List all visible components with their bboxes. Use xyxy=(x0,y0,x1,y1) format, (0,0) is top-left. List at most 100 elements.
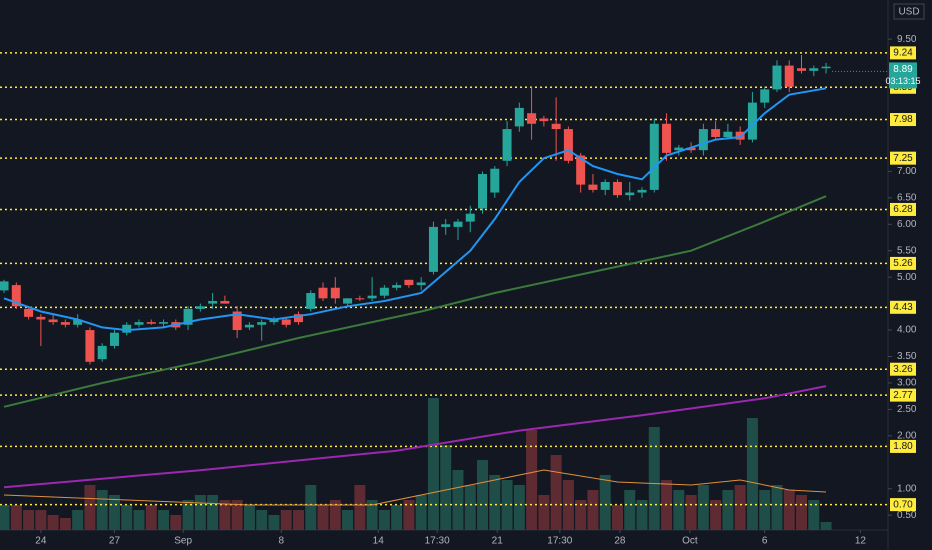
candle-body xyxy=(343,298,353,304)
volume-bar xyxy=(292,510,304,530)
candle-body xyxy=(330,287,340,299)
volume-bar xyxy=(47,515,59,530)
x-tick-label: 17:30 xyxy=(547,536,572,547)
candle-body xyxy=(784,65,794,87)
candle-body xyxy=(747,102,757,140)
candle-body xyxy=(122,324,132,333)
volume-bar xyxy=(796,495,808,530)
candle-body xyxy=(85,330,95,362)
candle-body xyxy=(760,89,770,103)
y-tick-label: 5.00 xyxy=(897,272,917,283)
candle-body xyxy=(97,345,107,360)
last-price: 8.89 xyxy=(893,64,913,75)
volume-bar xyxy=(305,485,317,530)
candle-body xyxy=(809,68,819,71)
level-label: 7.25 xyxy=(893,153,913,164)
y-tick-label: 2.00 xyxy=(897,430,917,441)
volume-bar xyxy=(378,510,390,530)
y-tick-label: 9.50 xyxy=(897,34,917,45)
level-label-box xyxy=(890,439,916,453)
volume-bar xyxy=(219,500,231,530)
volume-bar xyxy=(538,495,550,530)
candle-body xyxy=(159,322,169,324)
candle-body xyxy=(527,113,537,124)
volume-bar xyxy=(575,500,587,530)
y-tick-label: 1.00 xyxy=(897,483,917,494)
x-tick-label: 21 xyxy=(492,536,504,547)
candle-body xyxy=(539,118,549,122)
candle-body xyxy=(208,300,218,304)
volume-bar xyxy=(59,518,71,530)
y-tick-label: 0.50 xyxy=(897,510,917,521)
volume-bar xyxy=(158,510,170,530)
volume-bar xyxy=(624,490,636,530)
candle-body xyxy=(392,285,402,288)
level-label-box xyxy=(890,151,916,165)
level-label-box xyxy=(890,498,916,512)
level-label: 7.98 xyxy=(893,114,913,125)
candle-body xyxy=(367,295,377,299)
candle-body xyxy=(269,319,279,323)
volume-bar xyxy=(194,495,206,530)
volume-bar xyxy=(403,500,415,530)
candle-body xyxy=(73,319,83,325)
candle-body xyxy=(453,221,463,227)
volume-bar xyxy=(145,505,157,530)
volume-bar xyxy=(317,505,329,530)
volume-bar xyxy=(72,510,84,530)
candle-body xyxy=(649,123,659,190)
level-label: 2.77 xyxy=(893,390,913,401)
volume-bar xyxy=(10,505,22,530)
candle-body xyxy=(600,181,610,190)
volume-bar xyxy=(280,510,292,530)
candle-body xyxy=(698,129,708,151)
x-tick-label: 27 xyxy=(109,536,121,547)
x-tick-label: 17:30 xyxy=(425,536,450,547)
volume-bar xyxy=(427,398,439,530)
volume-bar xyxy=(268,515,280,530)
volume-bar xyxy=(0,505,10,530)
currency[interactable]: USD xyxy=(898,7,919,18)
level-label: 0.70 xyxy=(893,499,913,510)
volume-bar xyxy=(133,510,145,530)
volume-bar xyxy=(84,485,96,530)
volume-bar xyxy=(391,505,403,530)
volume-bar xyxy=(464,485,476,530)
volume-bar xyxy=(783,490,795,530)
candle-body xyxy=(711,129,721,137)
candle-body xyxy=(797,68,807,71)
moving-average xyxy=(3,385,827,489)
y-tick-label: 6.50 xyxy=(897,192,917,203)
candle-body xyxy=(686,147,696,151)
volume-bar xyxy=(734,485,746,530)
candle-body xyxy=(465,213,475,222)
moving-average xyxy=(3,195,827,408)
candle-body xyxy=(441,224,451,227)
candle-body xyxy=(723,131,733,137)
volume-bar xyxy=(746,418,758,530)
candle-body xyxy=(514,107,524,127)
candle-body xyxy=(637,189,647,193)
volume-bar xyxy=(342,510,354,530)
level-label-box xyxy=(890,202,916,216)
level-label-box xyxy=(890,388,916,402)
candle-body xyxy=(772,65,782,90)
volume-bar xyxy=(685,495,697,530)
candle-body xyxy=(257,322,267,325)
level-label: 5.26 xyxy=(893,258,913,269)
volume-bar xyxy=(611,505,623,530)
volume-bar xyxy=(256,510,268,530)
candle-body xyxy=(428,226,438,272)
currency-box[interactable] xyxy=(893,3,925,20)
candle-body xyxy=(281,319,291,325)
level-label-box xyxy=(890,46,916,60)
candle-body xyxy=(662,123,672,153)
candle-body xyxy=(821,66,831,69)
volume-bar xyxy=(366,500,378,530)
volume-bar xyxy=(231,500,243,530)
level-label-box xyxy=(890,362,916,376)
volume-bar xyxy=(759,490,771,530)
y-tick-label: 3.50 xyxy=(897,351,917,362)
volume-bar xyxy=(108,495,120,530)
volume-bar xyxy=(170,515,182,530)
